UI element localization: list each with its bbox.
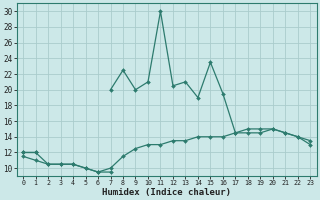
X-axis label: Humidex (Indice chaleur): Humidex (Indice chaleur) [102,188,231,197]
